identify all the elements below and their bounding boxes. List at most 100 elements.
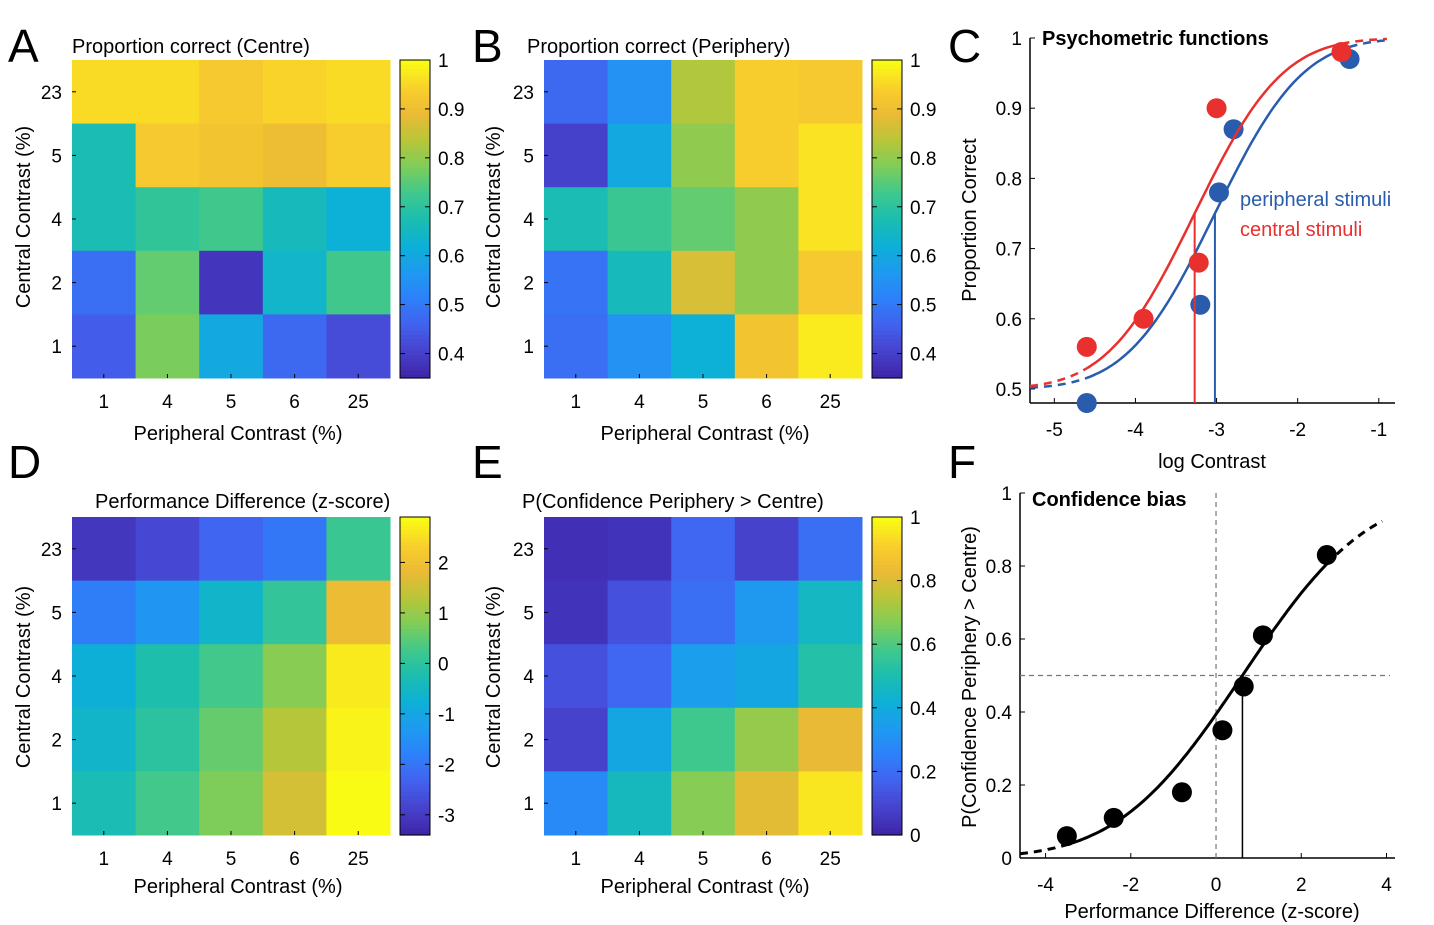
colorbar-step xyxy=(872,699,902,705)
colorbar-step xyxy=(872,683,902,689)
data-point xyxy=(1076,336,1097,357)
colorbar-step xyxy=(872,755,902,761)
heatmap-cell xyxy=(72,250,137,315)
colorbar-step xyxy=(400,278,430,284)
y-tick-label: 0.8 xyxy=(986,557,1012,578)
heatmap-cell xyxy=(798,580,863,645)
colorbar-step xyxy=(872,199,902,204)
colorbar-step xyxy=(872,632,902,637)
y-tick-label: 0.6 xyxy=(986,630,1012,651)
colorbar-b: 0.4 0.5 0.6 0.7 0.8 0.9 1 xyxy=(871,51,937,379)
colorbar-step xyxy=(400,600,430,606)
colorbar-step xyxy=(400,250,430,256)
heatmap-cell xyxy=(544,517,609,582)
colorbar-step xyxy=(400,779,430,784)
colorbar-step xyxy=(872,707,902,713)
colorbar-step xyxy=(400,342,430,347)
psychometric-plot: -5 -4 -3 -2 -1 0.5 0.6 0.7 0.8 0.9 1 xyxy=(996,29,1395,441)
colorbar-step xyxy=(872,119,902,125)
heatmap-cell xyxy=(671,123,736,188)
heatmap-cell xyxy=(671,707,736,772)
heatmap-cell xyxy=(326,314,391,379)
x-tick-label: 4 xyxy=(634,849,645,870)
y-axis-label-f: P(Confidence Periphery > Centre) xyxy=(959,526,981,828)
colorbar-step xyxy=(400,811,430,816)
colorbar-step xyxy=(872,540,902,546)
y-tick-label: 1 xyxy=(51,337,62,358)
colorbar-step xyxy=(400,747,430,753)
colorbar-step xyxy=(400,660,430,665)
x-tick-label: 6 xyxy=(289,849,300,870)
heatmap-cell xyxy=(72,707,137,772)
colorbar-step xyxy=(400,163,430,168)
colorbar-step xyxy=(400,624,430,629)
colorbar-step xyxy=(400,759,430,765)
heatmap-cell xyxy=(262,250,327,315)
colorbar-step xyxy=(872,131,902,137)
colorbar-step xyxy=(400,743,430,749)
colorbar-step xyxy=(400,230,430,236)
colorbar-step xyxy=(872,211,902,216)
colorbar-step xyxy=(872,807,902,812)
heatmap-cell xyxy=(734,314,799,379)
colorbar-step xyxy=(400,199,430,204)
colorbar-step xyxy=(400,636,430,641)
colorbar-step xyxy=(400,632,430,637)
colorbar-step xyxy=(400,147,430,153)
colorbar-step xyxy=(872,739,902,745)
colorbar-step xyxy=(872,664,902,669)
colorbar-step xyxy=(872,294,902,300)
colorbar-step xyxy=(400,286,430,292)
colorbar-step xyxy=(400,592,430,598)
colorbar-step xyxy=(872,787,902,792)
y-tick-label: 1 xyxy=(1001,484,1012,505)
colorbar-step xyxy=(872,370,902,375)
colorbar-step xyxy=(400,151,430,156)
colorbar-tick-label: 0.2 xyxy=(910,762,936,783)
y-tick-label: 5 xyxy=(51,603,62,624)
colorbar-step xyxy=(400,520,430,526)
x-tick-label: -5 xyxy=(1046,420,1063,441)
y-tick-label: 0 xyxy=(1001,849,1012,870)
colorbar-tick-label: -3 xyxy=(438,806,455,827)
colorbar-step xyxy=(872,691,902,697)
colorbar-step xyxy=(400,99,430,105)
heatmap-cell xyxy=(72,187,137,252)
colorbar-step xyxy=(872,763,902,769)
colorbar-step xyxy=(872,338,902,343)
y-tick-label: 1 xyxy=(1011,29,1022,50)
heatmap-cell xyxy=(326,707,391,772)
colorbar-step xyxy=(872,246,902,252)
colorbar-step xyxy=(400,195,430,200)
colorbar-step xyxy=(400,628,430,633)
colorbar-step xyxy=(872,616,902,621)
y-tick-label: 23 xyxy=(513,83,534,104)
colorbar-step xyxy=(400,135,430,141)
heatmap-cell xyxy=(607,314,672,379)
colorbar-tick-label: 0.5 xyxy=(910,296,936,317)
fit-curve xyxy=(1086,42,1342,370)
colorbar-step xyxy=(872,282,902,288)
heatmap-cell xyxy=(798,771,863,836)
colorbar-step xyxy=(400,187,430,192)
colorbar-step xyxy=(872,556,902,562)
heatmap-cell xyxy=(544,314,609,379)
colorbar-step xyxy=(400,179,430,184)
colorbar-step xyxy=(400,318,430,323)
heatmap-cell xyxy=(72,60,137,125)
heatmap-cell xyxy=(326,517,391,582)
colorbar-step xyxy=(400,302,430,308)
heatmap-cell xyxy=(734,250,799,315)
heatmap-cell xyxy=(72,123,137,188)
colorbar-step xyxy=(400,795,430,800)
colorbar-step xyxy=(400,823,430,828)
colorbar-step xyxy=(400,596,430,602)
colorbar-step xyxy=(400,640,430,645)
colorbar-step xyxy=(872,366,902,371)
colorbar-step xyxy=(872,91,902,97)
colorbar-e: 0 0.2 0.4 0.6 0.8 1 xyxy=(871,508,937,847)
heatmap-cell xyxy=(798,644,863,709)
colorbar-step xyxy=(400,298,430,304)
colorbar-step xyxy=(872,564,902,570)
